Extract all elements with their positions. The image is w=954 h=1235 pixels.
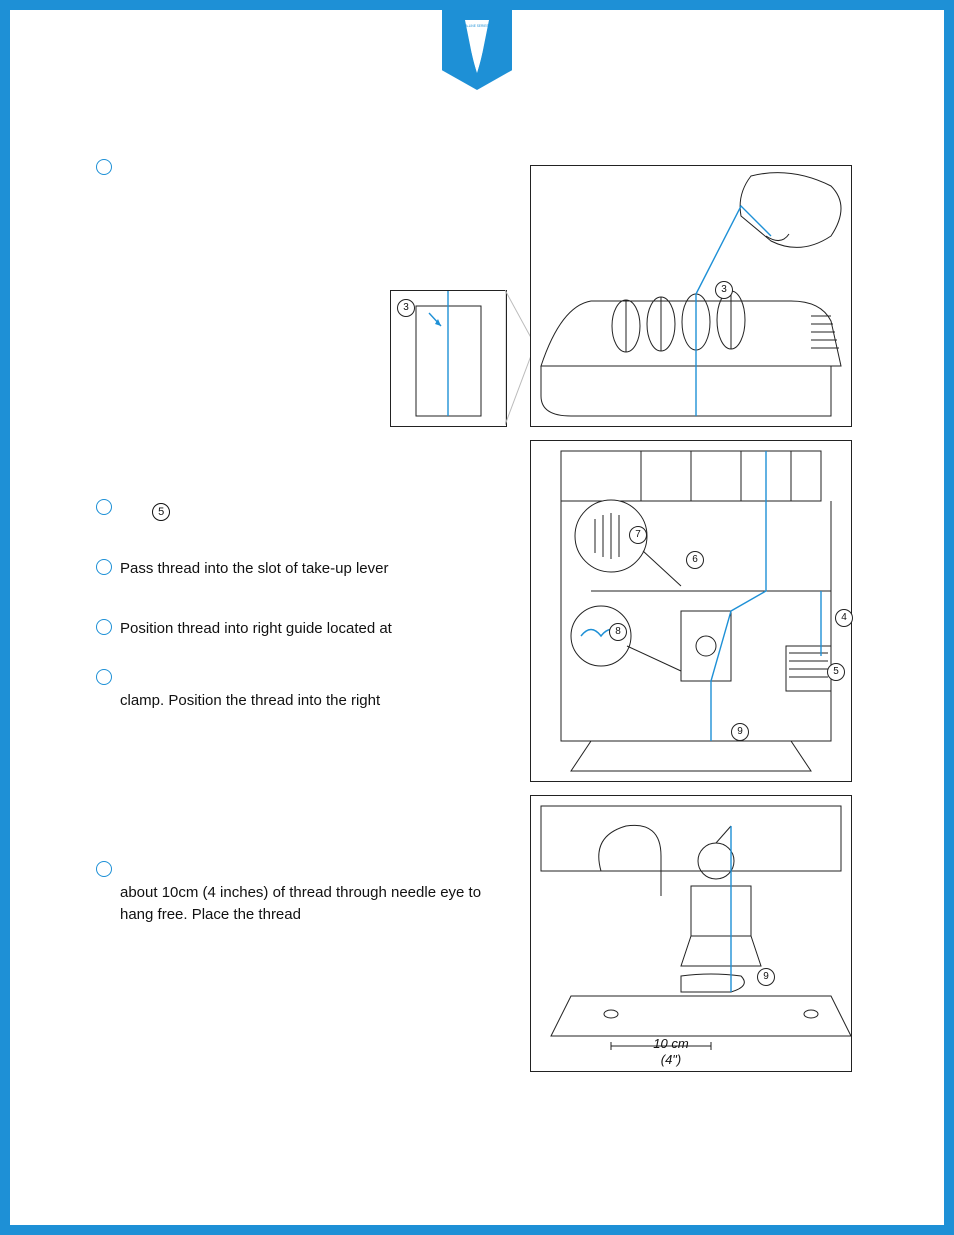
step-3: ③ Holding the thread with your left hand…	[120, 158, 510, 223]
figure-hand-threading: 3	[530, 165, 852, 427]
callout-3: 3	[397, 299, 415, 317]
step-5-suffix: Bring thread down and through the thread…	[176, 500, 506, 517]
step-9-line3: under the presser foot to the rear.	[120, 927, 343, 944]
bullet-icon	[96, 619, 112, 635]
measure-in: (4")	[626, 1052, 716, 1067]
step-8: ⑧ There are two guides on the needle cla…	[120, 668, 510, 733]
step-9: ⑨ Thread the right needle and draw about…	[120, 860, 510, 947]
measure-cm: 10 cm	[626, 1036, 716, 1051]
callout-7: 7	[629, 526, 647, 544]
callout-9: 9	[731, 723, 749, 741]
figure-needle-tail: 9 10 cm (4")	[530, 795, 852, 1072]
manual-page: A-LINE SERIES ③ Holding the thread with …	[0, 0, 954, 1235]
step-3-text: ③ Holding the thread with your left hand…	[120, 160, 498, 221]
step-5: ④ – 5 Bring thread down and through the …	[120, 498, 510, 521]
step-7: Position thread into right guide located…	[120, 618, 510, 662]
step-7-line2: top of needle clamp ⑦.	[120, 642, 273, 659]
figure-mechanism: 7 6 4 8 5 9	[530, 440, 852, 782]
step-8-line3: needle-clamp guide.	[120, 714, 255, 731]
callout-8: 8	[609, 623, 627, 641]
bullet-icon	[96, 499, 112, 515]
callout-3: 3	[715, 281, 733, 299]
step-6: Pass thread into the slot of take-up lev…	[120, 558, 510, 580]
page-content: ③ Holding the thread with your left hand…	[10, 10, 944, 1225]
serger-top-icon	[531, 166, 851, 426]
step-7-line1: Position thread into right guide located…	[120, 620, 392, 637]
serger-mid-icon	[531, 441, 851, 781]
serger-bot-icon	[531, 796, 851, 1071]
bullet-icon	[96, 559, 112, 575]
bullet-icon	[96, 159, 112, 175]
bullet-icon	[96, 669, 112, 685]
step-9-line1: ⑨ Thread the right needle and draw	[120, 862, 358, 879]
callout-5: 5	[827, 663, 845, 681]
step-9-line2: about 10cm (4 inches) of thread through …	[120, 884, 481, 923]
callout-9: 9	[757, 968, 775, 986]
figure-inset-tension: 3	[390, 290, 507, 427]
step-6-suffix: ⑥.	[393, 560, 411, 577]
step-8-line1: ⑧ There are two guides on the needle	[120, 670, 373, 687]
circled-5-icon: 5	[152, 503, 170, 521]
step-5-prefix: ④ –	[120, 500, 150, 517]
bullet-icon	[96, 861, 112, 877]
step-6-text: Pass thread into the slot of take-up lev…	[120, 560, 388, 577]
step-8-line2: clamp. Position the thread into the righ…	[120, 692, 380, 709]
callout-6: 6	[686, 551, 704, 569]
callout-4: 4	[835, 609, 853, 627]
